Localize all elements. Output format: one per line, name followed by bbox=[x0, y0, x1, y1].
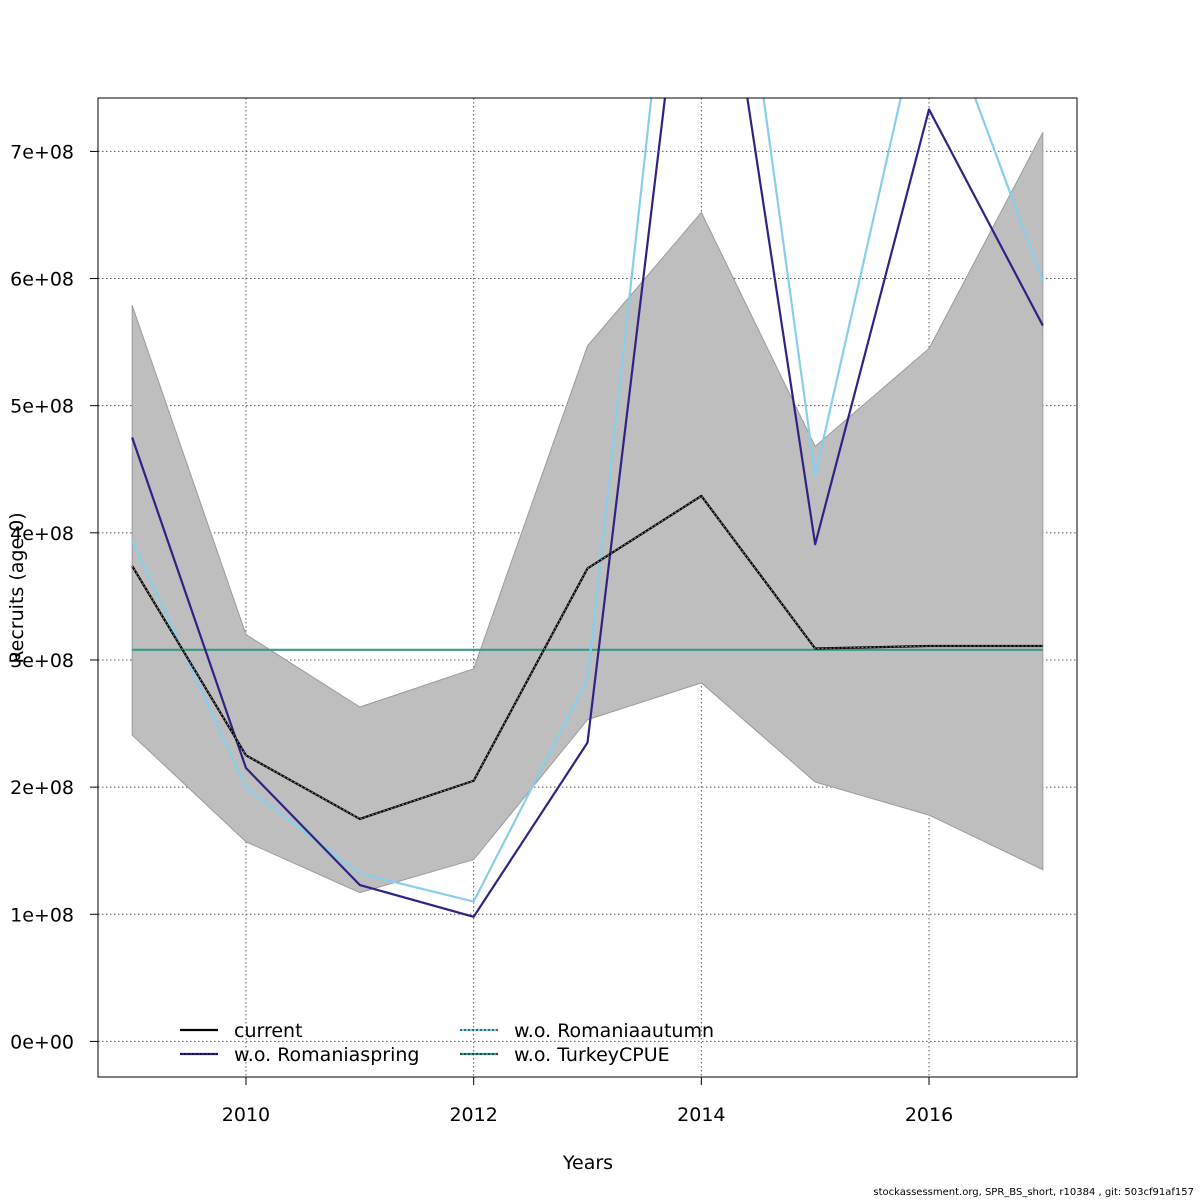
y-tick-label: 7e+08 bbox=[10, 141, 74, 163]
y-tick-label: 3e+08 bbox=[10, 650, 74, 672]
plot-frame bbox=[97, 97, 1078, 1078]
x-tick-label: 2016 bbox=[905, 1104, 953, 1126]
legend-label-w-o-turkeycpue: w.o. TurkeyCPUE bbox=[514, 1044, 670, 1066]
series-line-w-o-romaniaautumn bbox=[131, 98, 1044, 903]
x-axis-title: Years bbox=[562, 1152, 613, 1174]
series-lines-layer bbox=[131, 98, 1044, 918]
series-line-current-overlay bbox=[131, 495, 1043, 820]
y-tick-label: 6e+08 bbox=[10, 269, 74, 291]
series-line-w-o-romaniaspring bbox=[131, 98, 1044, 918]
y-tick-label: 1e+08 bbox=[10, 904, 74, 926]
legend-label-w-o-romaniaspring: w.o. Romaniaspring bbox=[234, 1044, 419, 1066]
confidence-band bbox=[131, 132, 1044, 894]
legend-label-w-o-romaniaautumn: w.o. Romaniaautumn bbox=[514, 1020, 714, 1042]
y-tick-label: 0e+00 bbox=[10, 1031, 74, 1053]
y-axis-title: Recruits (age 0) bbox=[6, 512, 28, 663]
footer-note: stockassessment.org, SPR_BS_short, r1038… bbox=[873, 1187, 1194, 1198]
x-tick-label: 2014 bbox=[677, 1104, 725, 1126]
legend-label-current: current bbox=[234, 1020, 303, 1042]
y-tick-label: 2e+08 bbox=[10, 777, 74, 799]
y-tick-label: 4e+08 bbox=[10, 523, 74, 545]
confidence-band-layer bbox=[131, 132, 1044, 894]
y-tick-label: 5e+08 bbox=[10, 396, 74, 418]
x-tick-label: 2012 bbox=[449, 1104, 497, 1126]
x-tick-label: 2010 bbox=[222, 1104, 270, 1126]
axes: 2010 2012 2014 2016 0e+00 1e+08 2e+08 3e+08 4e+0… bbox=[10, 141, 953, 1126]
